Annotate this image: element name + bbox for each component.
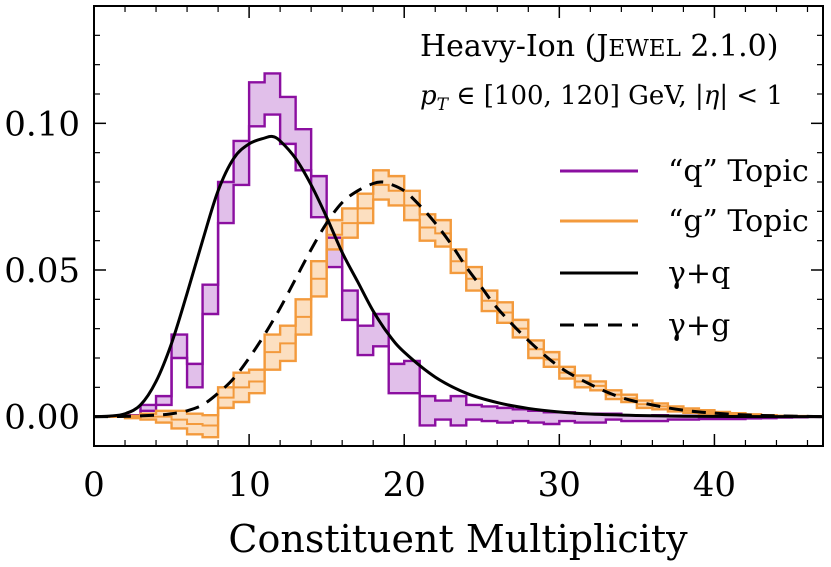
annotation-eta-symbol: η — [704, 81, 720, 111]
curve-gamma_q — [94, 134, 823, 419]
lower-edge-q_topic — [94, 113, 823, 427]
legend-label-gamma-q: γ+q — [668, 256, 730, 291]
annotation-line1-sc-big: J — [593, 29, 608, 64]
plot-frame — [93, 5, 824, 447]
x-tick-label: 10 — [227, 465, 270, 505]
annotation-pt-symbol: p — [420, 81, 437, 111]
annotation-line1: Heavy-Ion (JEWEL 2.1.0) — [420, 29, 778, 64]
legend: “q” Topic “g” Topic γ+q γ+g — [560, 154, 809, 343]
y-tick-label: 0.10 — [4, 104, 80, 144]
annotation-line1-prefix: Heavy-Ion ( — [420, 29, 596, 64]
annotation-pt-subscript: T — [437, 95, 450, 115]
x-axis-label: Constituent Multiplicity — [228, 517, 688, 561]
ticks-layer: 0 10 20 30 40 0.00 0.05 0.10 — [4, 5, 823, 505]
annotation-line2: pT ∈ [100, 120] GeV, |η| < 1 — [420, 81, 783, 115]
legend-label-g-topic: “g” Topic — [668, 204, 809, 239]
annotation-line1-suffix: 2.1.0) — [681, 29, 779, 64]
x-tick-label: 40 — [693, 465, 736, 505]
y-tick-label: 0.00 — [4, 398, 80, 438]
x-tick-label: 0 — [83, 465, 105, 505]
x-tick-label: 20 — [383, 465, 426, 505]
x-tick-label: 30 — [538, 465, 581, 505]
curve-gamma_g — [94, 180, 823, 419]
legend-label-gamma-g: γ+g — [668, 308, 730, 343]
legend-label-q-topic: “q” Topic — [668, 154, 809, 189]
y-tick-label: 0.05 — [4, 251, 80, 291]
series-layer — [94, 72, 823, 439]
annotation-eta-range: | < 1 — [719, 81, 783, 111]
annotation-line1-sc-small: EWEL — [608, 36, 681, 62]
annotation-pt-range: ∈ [100, 120] GeV, | — [448, 81, 704, 111]
